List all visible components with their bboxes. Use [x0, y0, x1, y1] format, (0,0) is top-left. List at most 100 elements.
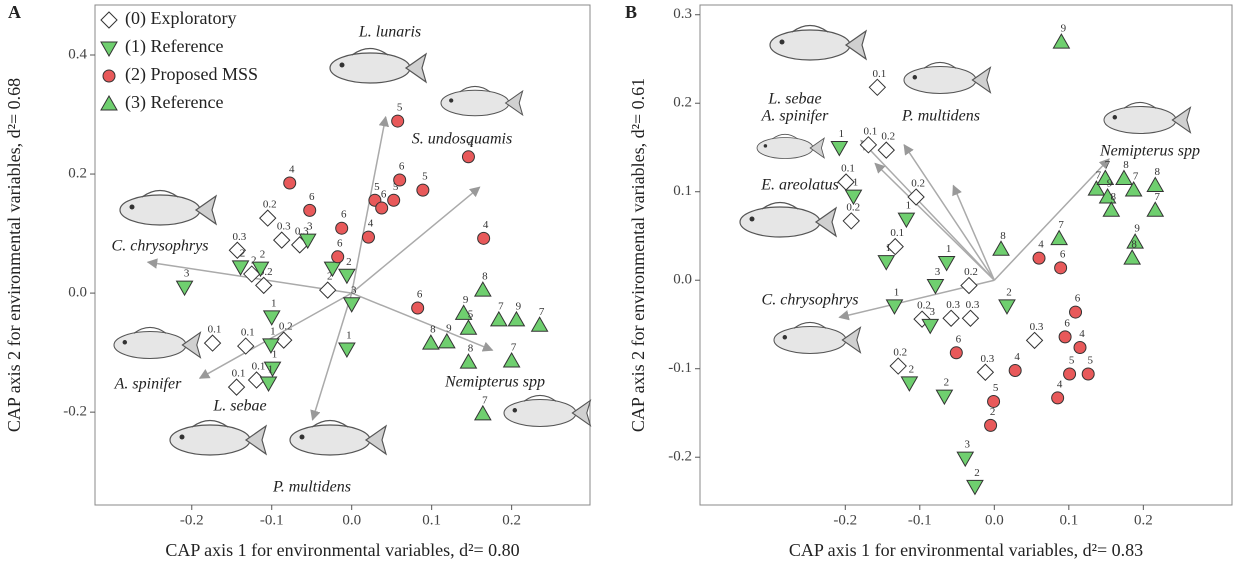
fish-body [113, 330, 187, 360]
point-label: 0.2 [911, 178, 925, 190]
point-label: 9 [516, 300, 522, 312]
point [387, 193, 401, 207]
point [907, 188, 925, 206]
point-label: 1 [839, 128, 845, 140]
point [830, 140, 849, 157]
species-label: S. undosquamis [412, 131, 512, 148]
point-label: 2 [251, 255, 257, 267]
point [844, 189, 863, 206]
point-label: 0.2 [893, 347, 907, 359]
x-axis-label: CAP axis 1 for environmental variables, … [789, 540, 1143, 560]
point [886, 237, 904, 256]
point-label: 0.1 [890, 227, 904, 239]
point-label: 7 [482, 394, 488, 406]
point [237, 337, 255, 355]
species-label: A. spinifer [761, 108, 829, 125]
point [318, 281, 337, 299]
point [1058, 330, 1072, 344]
point [175, 280, 194, 297]
point [411, 301, 425, 315]
point [837, 173, 855, 191]
x-tick-label: 0.0 [985, 512, 1004, 528]
point-label: 0.2 [917, 300, 931, 312]
y-tick-label: 0.2 [68, 165, 87, 181]
point-label: 7 [498, 300, 504, 312]
point-label: 2 [974, 467, 980, 479]
fish-eye [749, 216, 755, 222]
point-label: 4 [1014, 351, 1020, 363]
point-label: 4 [368, 218, 374, 230]
point [998, 299, 1016, 315]
fish-eye [449, 98, 454, 103]
fish-eye [299, 434, 305, 440]
point [375, 201, 389, 215]
fish-tail [1171, 106, 1192, 134]
point [489, 310, 508, 327]
point [502, 351, 521, 368]
fish-tail [844, 29, 868, 61]
fish-eye [512, 408, 518, 413]
point [530, 316, 549, 332]
species-label: P. multidens [901, 108, 980, 125]
species-label: P. multidens [272, 479, 351, 496]
point-label: 9 [1107, 178, 1113, 190]
point-label: 1 [853, 177, 859, 189]
x-tick-label: -0.2 [833, 512, 857, 528]
point [1096, 169, 1115, 185]
fish-fin [311, 419, 349, 428]
fish-fin [523, 394, 557, 402]
loading-vector [351, 292, 494, 352]
point [1146, 201, 1165, 217]
x-tick-label: -0.1 [908, 512, 932, 528]
point [1073, 340, 1087, 354]
point [885, 299, 904, 315]
point [243, 265, 261, 283]
point [298, 233, 317, 250]
fish-fin [772, 133, 798, 140]
point [473, 281, 492, 297]
point [1115, 169, 1133, 185]
fish-tail [814, 206, 838, 238]
point [842, 212, 860, 230]
point [473, 404, 492, 421]
fish-fin [923, 61, 957, 69]
point-label: 1 [946, 243, 952, 255]
fish-fin [1123, 101, 1157, 109]
point-label: 2 [944, 377, 950, 389]
point-label: 8 [468, 343, 474, 355]
point [1098, 188, 1117, 204]
fish-tail [809, 137, 825, 159]
point-label: 5 [397, 102, 403, 114]
point-label: 1 [268, 364, 274, 376]
point-label: 5 [393, 181, 399, 193]
species-label: L. lunaris [358, 24, 421, 41]
point-label: 8 [482, 271, 488, 283]
fish-illustration [1103, 101, 1192, 135]
point [338, 268, 356, 285]
fish-eye [122, 340, 128, 345]
point-label: 2 [240, 247, 246, 259]
point [966, 479, 984, 496]
point-label: 6 [1064, 317, 1070, 329]
point-label: 0.1 [864, 125, 878, 137]
point-label: 1 [886, 242, 892, 254]
point [273, 231, 291, 249]
point [937, 256, 956, 272]
point [454, 304, 473, 320]
point [323, 261, 342, 278]
point [900, 376, 919, 392]
species-label: Nemipterus spp [444, 374, 545, 391]
point [1032, 251, 1046, 265]
point-label: 0.3 [980, 353, 994, 365]
legend-marker [100, 94, 118, 111]
point [342, 297, 361, 313]
point [255, 276, 273, 295]
fish-body [503, 398, 577, 428]
point-label: 4 [468, 137, 474, 149]
species-label: Nemipterus spp [1099, 143, 1200, 160]
fish-fin [133, 326, 167, 334]
point [422, 334, 440, 350]
y-axis-label: CAP axis 2 for environmental variables, … [4, 78, 24, 432]
point-label: 1 [271, 297, 277, 309]
